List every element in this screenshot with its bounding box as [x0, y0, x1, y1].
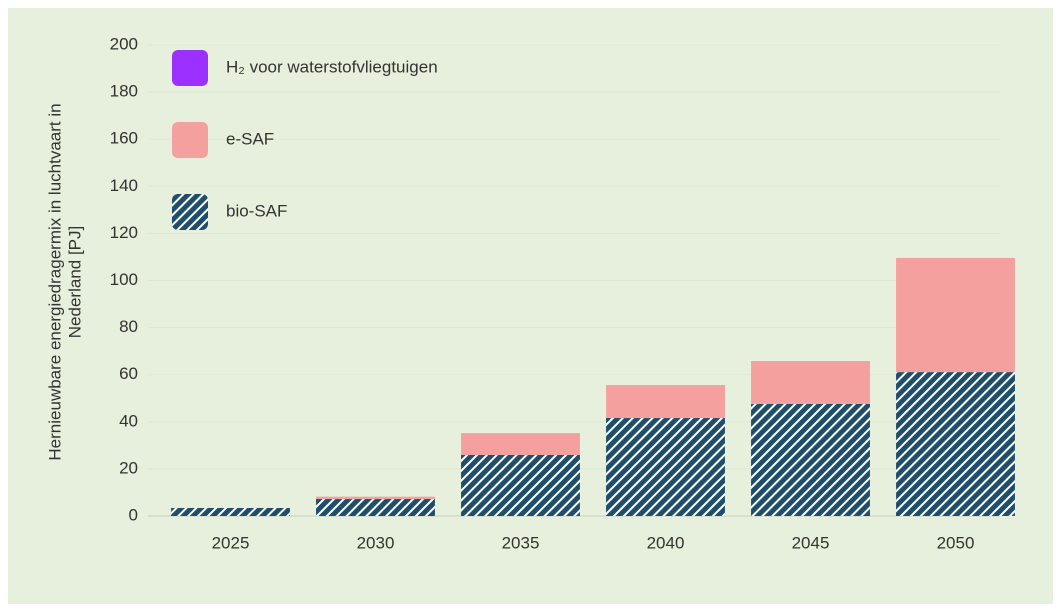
x-tick-label: 2040	[647, 533, 685, 552]
y-tick-label: 120	[110, 223, 138, 242]
legend-label: e-SAF	[226, 129, 274, 148]
bar-segment	[316, 499, 435, 516]
y-tick-label: 140	[110, 176, 138, 195]
bar-segment	[606, 418, 725, 516]
legend-swatch	[172, 122, 208, 158]
bar-segment	[316, 496, 435, 500]
y-label-line: Nederland [PJ]	[65, 226, 84, 338]
bar-segment	[461, 455, 580, 516]
bar-segment	[751, 403, 870, 516]
legend-label: bio-SAF	[226, 201, 287, 220]
y-tick-label: 160	[110, 129, 138, 148]
x-tick-label: 2025	[212, 533, 250, 552]
y-label: Hernieuwbare energiedragermix in luchtva…	[45, 103, 84, 460]
bar-segment	[896, 257, 1015, 373]
legend-swatch	[172, 50, 208, 86]
bar-segment	[461, 433, 580, 456]
x-tick-label: 2045	[792, 533, 830, 552]
y-tick-label: 60	[119, 364, 138, 383]
bar-segment	[751, 361, 870, 404]
y-label-line: Hernieuwbare energiedragermix in luchtva…	[45, 103, 64, 460]
y-tick-label: 180	[110, 82, 138, 101]
x-tick-label: 2030	[357, 533, 395, 552]
bar-segment	[896, 372, 1015, 516]
y-tick-label: 100	[110, 270, 138, 289]
y-tick-label: 20	[119, 458, 138, 477]
legend-label: H₂ voor waterstofvliegtuigen	[226, 57, 438, 76]
y-tick-label: 80	[119, 317, 138, 336]
legend-swatch	[172, 194, 208, 230]
bar-segment	[171, 507, 290, 516]
x-tick-label: 2050	[937, 533, 975, 552]
y-tick-label: 0	[129, 505, 138, 524]
y-tick-label: 200	[110, 34, 138, 53]
y-tick-label: 40	[119, 411, 138, 430]
bar-segment	[606, 385, 725, 419]
x-tick-label: 2035	[502, 533, 540, 552]
